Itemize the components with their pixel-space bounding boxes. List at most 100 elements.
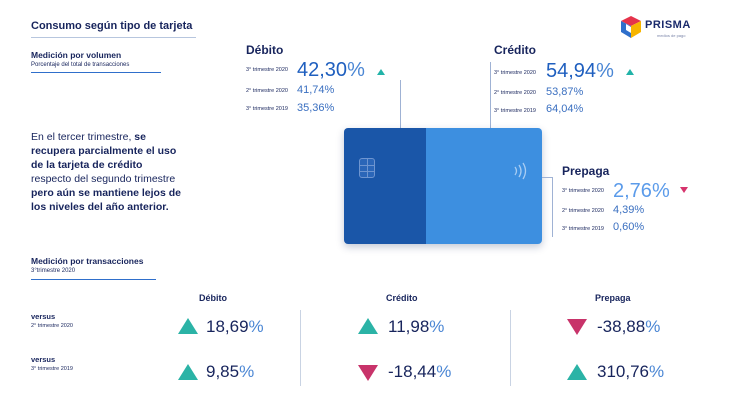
brand-name: PRISMA xyxy=(645,19,691,31)
trend-down-icon xyxy=(680,187,688,193)
column-divider xyxy=(510,310,511,386)
trend-up-icon xyxy=(567,364,587,380)
debito-value-3-number: 35,36 xyxy=(297,102,325,114)
percent-sign: % xyxy=(649,362,665,381)
volumen-underline xyxy=(31,72,161,73)
prepaga-value-1-number: 2,76 xyxy=(613,180,652,202)
r2-debito-value: 9,85% xyxy=(206,362,254,382)
r1-prepaga-number: -38,88 xyxy=(597,317,646,336)
credito-value-2: 53,87% xyxy=(546,86,583,98)
prepaga-value-1: 2,76% xyxy=(613,180,670,203)
debito-connector xyxy=(400,80,401,128)
summary-line-4: respecto del segundo trimestre xyxy=(31,173,176,185)
trend-down-icon xyxy=(567,319,587,335)
row-2-label: versus xyxy=(31,355,56,364)
debito-value-2: 41,74% xyxy=(297,84,334,96)
debito-value-1: 42,30% xyxy=(297,59,365,82)
credito-connector xyxy=(490,62,491,128)
row-1-label: versus xyxy=(31,312,56,321)
percent-sign: % xyxy=(634,221,645,233)
credito-period-3: 3° trimestre 2019 xyxy=(494,108,536,114)
trend-down-icon xyxy=(358,365,378,381)
row-2-sublabel: 3° trimestre 2019 xyxy=(31,366,73,372)
percent-sign: % xyxy=(645,317,661,336)
credito-value-3-number: 64,04 xyxy=(546,103,574,115)
page-title: Consumo según tipo de tarjeta xyxy=(31,20,193,32)
brand-tagline: medios de pago xyxy=(657,33,686,38)
volumen-subtitle: Porcentaje del total de transacciones xyxy=(31,62,130,68)
card-right-half xyxy=(426,128,542,244)
percent-sign: % xyxy=(248,317,264,336)
card-left-half xyxy=(344,128,426,244)
r1-credito-number: 11,98 xyxy=(388,317,430,336)
debito-period-1: 3° trimestre 2020 xyxy=(246,67,288,73)
credito-label: Crédito xyxy=(494,43,536,57)
percent-sign: % xyxy=(596,60,614,82)
prepaga-value-2: 4,39% xyxy=(613,204,644,216)
summary-line-1a: En el tercer trimestre, xyxy=(31,131,132,143)
col-header-debito: Débito xyxy=(199,293,227,303)
percent-sign: % xyxy=(436,362,452,381)
percent-sign: % xyxy=(324,102,335,114)
r2-prepaga-value: 310,76% xyxy=(597,362,664,382)
prepaga-connector xyxy=(542,177,552,178)
r2-credito-value: -18,44% xyxy=(388,362,451,382)
credito-period-1: 3° trimestre 2020 xyxy=(494,70,536,76)
prepaga-period-2: 2° trimestre 2020 xyxy=(562,208,604,214)
prepaga-period-3: 3° trimestre 2019 xyxy=(562,226,604,232)
percent-sign: % xyxy=(573,103,584,115)
prepaga-connector-v xyxy=(552,177,553,237)
debito-label: Débito xyxy=(246,43,284,57)
percent-sign: % xyxy=(429,317,445,336)
contactless-icon xyxy=(514,162,527,180)
percent-sign: % xyxy=(634,204,645,216)
trend-up-icon xyxy=(377,69,385,75)
debito-period-2: 2° trimestre 2020 xyxy=(246,88,288,94)
r2-debito-number: 9,85 xyxy=(206,362,240,381)
transacciones-subtitle: 3°trimestre 2020 xyxy=(31,268,76,274)
credito-period-2: 2° trimestre 2020 xyxy=(494,90,536,96)
trend-up-icon xyxy=(358,318,378,334)
percent-sign: % xyxy=(651,180,670,202)
transacciones-underline xyxy=(31,279,156,280)
percent-sign: % xyxy=(347,59,365,81)
percent-sign: % xyxy=(324,84,335,96)
debito-value-2-number: 41,74 xyxy=(297,84,325,96)
r2-prepaga-number: 310,76 xyxy=(597,362,649,381)
credito-value-1-number: 54,94 xyxy=(546,60,597,82)
card-chip-icon xyxy=(359,158,375,178)
r2-credito-number: -18,44 xyxy=(388,362,437,381)
credito-value-1: 54,94% xyxy=(546,60,614,83)
debito-period-3: 3° trimestre 2019 xyxy=(246,106,288,112)
column-divider xyxy=(300,310,301,386)
summary-line-1b: se xyxy=(134,131,146,143)
r1-debito-number: 18,69 xyxy=(206,317,249,336)
col-header-credito: Crédito xyxy=(386,293,418,303)
trend-up-icon xyxy=(626,69,634,75)
debito-value-3: 35,36% xyxy=(297,102,334,114)
card-illustration xyxy=(344,128,542,244)
volumen-title: Medición por volumen xyxy=(31,50,122,60)
credito-value-3: 64,04% xyxy=(546,103,583,115)
row-1-sublabel: 2° trimestre 2020 xyxy=(31,323,73,329)
prepaga-value-3: 0,60% xyxy=(613,221,644,233)
trend-up-icon xyxy=(178,364,198,380)
r1-debito-value: 18,69% xyxy=(206,317,264,337)
prisma-logo-icon xyxy=(621,16,641,38)
debito-value-1-number: 42,30 xyxy=(297,59,348,81)
credito-value-2-number: 53,87 xyxy=(546,86,574,98)
transacciones-title: Medición por transacciones xyxy=(31,256,144,266)
summary-line-6: los niveles del año anterior. xyxy=(31,201,169,213)
prepaga-value-2-number: 4,39 xyxy=(613,204,635,216)
percent-sign: % xyxy=(239,362,255,381)
summary-line-5: pero aún se mantiene lejos de xyxy=(31,187,181,199)
col-header-prepaga: Prepaga xyxy=(595,293,631,303)
header-underline xyxy=(31,37,196,38)
prisma-logo: PRISMA medios de pago xyxy=(621,16,711,42)
r1-credito-value: 11,98% xyxy=(388,317,444,337)
summary-text: En el tercer trimestre, se recupera parc… xyxy=(31,130,241,214)
prepaga-period-1: 3° trimestre 2020 xyxy=(562,188,604,194)
r1-prepaga-value: -38,88% xyxy=(597,317,660,337)
prepaga-label: Prepaga xyxy=(562,164,610,178)
percent-sign: % xyxy=(573,86,584,98)
